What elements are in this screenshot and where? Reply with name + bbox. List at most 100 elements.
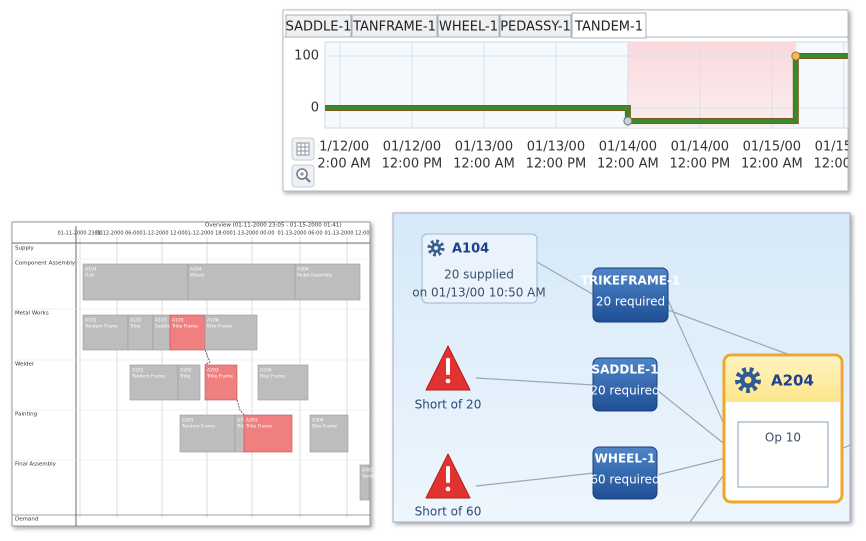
row-label: Final Assembly — [15, 462, 57, 468]
shortage-label: Short of 60 — [415, 505, 482, 519]
task-label: Tandem Frame — [84, 324, 118, 330]
zoom-button[interactable] — [291, 164, 315, 188]
node-title: A204 — [771, 372, 814, 390]
shortage-warning: Short of 60 — [415, 453, 482, 519]
task-label: Bike Frame — [207, 324, 232, 330]
task-id: A203 — [207, 368, 219, 374]
task-id: A302 — [237, 418, 249, 424]
node-text: on 01/13/00 10:50 AM — [412, 286, 545, 300]
time-label: 01-12-2000 06:00 — [94, 231, 139, 237]
x-tick-label: 01/15/00 — [743, 140, 801, 155]
tab-label: TANFRAME-1 — [352, 20, 436, 35]
task-label: Saddle — [155, 324, 171, 330]
node-title: SADDLE-1 — [591, 363, 658, 377]
task-bar[interactable] — [187, 263, 296, 301]
row-label: Painting — [15, 412, 37, 418]
dependency-line — [204, 349, 245, 416]
gantt-title: Overview (01-11-2000 23:05 - 01-15-2000 … — [205, 223, 342, 229]
task-label: Tandem Frame — [131, 374, 165, 380]
x-tick-label: 01/14/00 — [599, 140, 657, 155]
node-text: 20 supplied — [444, 268, 514, 282]
task-label: Trike — [129, 324, 141, 330]
x-tick-label: 12:00 AM — [453, 157, 515, 172]
task-id: A304 — [297, 267, 309, 273]
task-bar[interactable] — [204, 314, 258, 351]
task-id: A101 — [85, 318, 97, 324]
task-bar[interactable] — [257, 364, 309, 401]
task-id: A106 — [207, 318, 219, 324]
task-label: Trike — [179, 374, 191, 380]
node-title: TRIKEFRAME-1 — [581, 274, 681, 288]
y-tick-label: 0 — [311, 100, 319, 115]
task-bar[interactable] — [177, 364, 201, 401]
task-label: Trike Frame — [245, 424, 272, 430]
operation-node[interactable]: A204 Op 10 — [722, 353, 844, 504]
task-id: A104 — [85, 267, 97, 273]
task-bar[interactable] — [204, 364, 238, 401]
task-label: Tandem Frame — [181, 424, 215, 430]
task-label: Trike Frame — [171, 324, 198, 330]
task-bar[interactable] — [309, 414, 349, 453]
task-label: Tandem — [361, 474, 380, 480]
time-label: 01-13-2000 00:00 — [229, 231, 274, 237]
task-id: A206 — [260, 368, 272, 374]
task-id: A303 — [246, 418, 258, 424]
x-tick-label: 12:00 AM — [309, 157, 371, 172]
time-label: 01-11-2000 23:00 — [57, 231, 102, 237]
task-bar[interactable] — [127, 314, 154, 351]
task-label: Bike Frame — [260, 374, 285, 380]
x-tick-label: 12:00 PM — [813, 157, 866, 172]
node-text: 60 required — [590, 473, 659, 487]
grid-view-button[interactable] — [291, 137, 315, 161]
task-label: Bike Frame — [312, 424, 337, 430]
row-label: Welder — [15, 362, 35, 368]
task-id: A306 — [312, 418, 324, 424]
task-bar[interactable] — [179, 414, 236, 453]
x-tick-label: 01/12/00 — [383, 140, 441, 155]
x-tick-label: 12:00 PM — [526, 157, 587, 172]
tab[interactable] — [571, 12, 647, 39]
x-tick-label: 12:00 AM — [741, 157, 803, 172]
shortage-label: Short of 20 — [415, 398, 482, 412]
tab-label: WHEEL-1 — [439, 20, 498, 35]
gear-icon — [735, 367, 761, 393]
node-text: 20 required — [590, 384, 659, 398]
item-node[interactable]: TRIKEFRAME-1 20 required — [581, 267, 681, 323]
task-bar[interactable] — [359, 464, 370, 501]
tab-label: SADDLE-1 — [286, 20, 352, 35]
x-tick-label: 01/15/00 — [815, 140, 866, 155]
task-id: A204 — [190, 267, 202, 273]
task-label: Trike — [236, 424, 248, 430]
point-marker[interactable] — [791, 51, 801, 61]
task-bar[interactable] — [243, 414, 293, 453]
row-label: Demand — [15, 517, 38, 523]
node-title: WHEEL-1 — [595, 452, 656, 466]
x-tick-label: 12:00 PM — [670, 157, 731, 172]
time-label: 01-12-2000 12:00 — [139, 231, 184, 237]
task-bar[interactable] — [294, 263, 361, 301]
task-label: Trike Frame — [206, 374, 233, 380]
node-title: A104 — [452, 242, 489, 257]
task-label: Pedal Assembly — [297, 273, 333, 279]
row-label: Component Assembly — [15, 261, 76, 267]
x-tick-label: 01/13/00 — [455, 140, 513, 155]
item-node[interactable]: SADDLE-1 20 required — [590, 357, 660, 412]
point-marker[interactable] — [623, 116, 633, 126]
task-bar[interactable] — [82, 263, 189, 301]
gear-icon — [427, 239, 445, 257]
item-node[interactable]: WHEEL-1 60 required — [590, 446, 660, 500]
y-tick-label: 100 — [294, 48, 319, 63]
tab-label: TANDEM-1 — [574, 20, 643, 35]
task-bar[interactable] — [129, 364, 179, 401]
task-label: Wheel — [190, 273, 204, 279]
task-id: A201 — [132, 368, 144, 374]
x-tick-label: 12:00 AM — [597, 157, 659, 172]
time-label: 01-12-2000 18:00 — [184, 231, 229, 237]
task-id: A102 — [130, 318, 142, 324]
supplier-node[interactable]: A104 20 supplied on 01/13/00 10:50 AM — [412, 233, 546, 304]
task-id: A401 — [362, 468, 374, 474]
task-bar[interactable] — [82, 314, 129, 351]
x-tick-label: 01/12/00 — [311, 140, 369, 155]
task-id: A301 — [182, 418, 194, 424]
